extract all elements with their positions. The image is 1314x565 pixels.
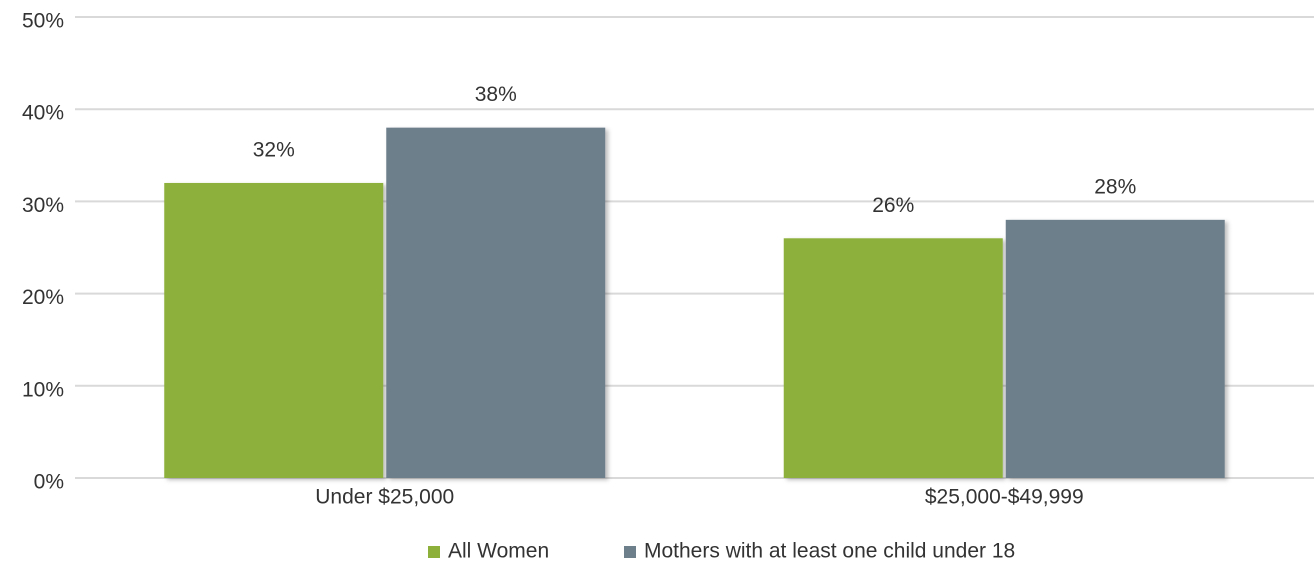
y-tick-label: 0% [34, 471, 64, 494]
x-tick-label: $25,000-$49,999 [925, 486, 1084, 509]
legend-label: Mothers with at least one child under 18 [644, 540, 1015, 563]
y-tick-label: 20% [22, 286, 64, 309]
value-label: 32% [253, 139, 295, 162]
bar [783, 238, 1003, 478]
legend-swatch [428, 546, 440, 558]
y-tick-label: 40% [22, 102, 64, 125]
bar [164, 182, 384, 478]
y-tick-label: 50% [22, 10, 64, 33]
legend-label: All Women [448, 540, 549, 563]
legend-swatch [624, 546, 636, 558]
value-label: 26% [872, 194, 914, 217]
x-tick-label: Under $25,000 [315, 486, 454, 509]
y-tick-label: 30% [22, 194, 64, 217]
bar [386, 127, 606, 478]
value-label: 38% [475, 83, 517, 106]
y-tick-label: 10% [22, 378, 64, 401]
bar [1005, 219, 1225, 478]
value-label: 28% [1094, 175, 1136, 198]
